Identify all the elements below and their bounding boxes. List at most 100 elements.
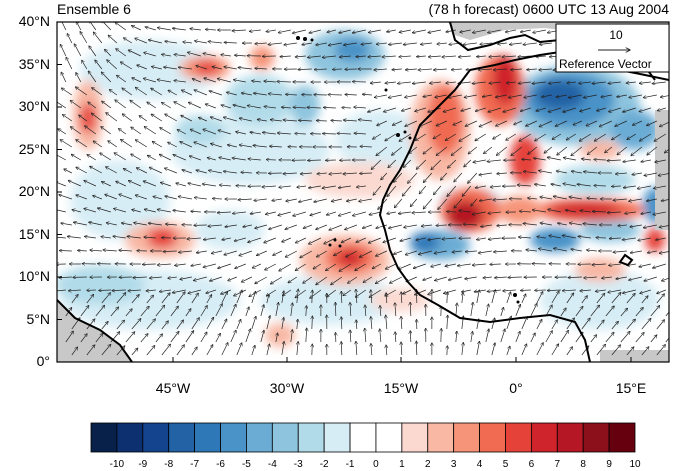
wind-arrow <box>608 82 621 84</box>
wind-arrow <box>471 331 473 343</box>
wind-arrow <box>200 305 207 317</box>
wind-arrow <box>313 263 322 269</box>
wind-arrow <box>224 250 237 255</box>
wind-arrow <box>268 94 282 95</box>
wind-arrow <box>356 237 366 242</box>
wind-arrow <box>599 120 612 127</box>
wind-arrow <box>371 159 382 170</box>
wind-arrow <box>253 145 267 147</box>
wind-arrow <box>128 290 141 291</box>
panel-title: Ensemble 6 <box>57 1 131 17</box>
wind-arrow <box>475 107 486 111</box>
wind-arrow <box>583 224 597 225</box>
wind-arrow <box>578 236 591 238</box>
wind-arrow <box>312 290 313 304</box>
wind-arrow <box>185 309 191 317</box>
wind-arrow <box>536 343 543 356</box>
wind-arrow <box>375 276 388 284</box>
wind-arrow <box>445 263 456 266</box>
wind-arrow <box>57 182 66 187</box>
wind-arrow <box>605 146 613 153</box>
wind-arrow <box>159 154 171 161</box>
wind-arrow <box>629 94 642 98</box>
wind-arrow <box>653 185 666 188</box>
wind-arrow <box>496 146 508 155</box>
wind-arrow <box>605 306 614 317</box>
wind-arrow <box>415 107 426 111</box>
wind-arrow <box>643 94 657 98</box>
wind-arrow <box>518 237 531 238</box>
wind-arrow <box>233 80 246 83</box>
wind-arrow <box>205 29 216 30</box>
wind-arrow <box>590 335 597 343</box>
wind-arrow <box>655 159 666 162</box>
wind-arrow <box>405 69 417 70</box>
wind-arrow <box>350 330 351 343</box>
wind-arrow <box>191 318 200 330</box>
wind-arrow <box>377 120 387 126</box>
wind-arrow <box>148 223 162 226</box>
colorbar-label: -9 <box>138 459 148 470</box>
wind-arrow <box>408 172 418 183</box>
wind-arrow <box>533 158 546 161</box>
wind-arrow <box>84 180 96 187</box>
wind-arrow <box>622 289 636 293</box>
wind-arrow <box>194 142 207 148</box>
wind-arrow <box>487 160 501 162</box>
wind-arrow <box>583 172 597 173</box>
wind-arrow <box>615 120 627 126</box>
wind-arrow <box>659 225 669 227</box>
wind-arrow <box>317 173 327 174</box>
wind-arrow <box>194 197 207 199</box>
wind-arrow <box>60 140 73 148</box>
wind-arrow <box>168 142 178 148</box>
wind-arrow <box>90 166 103 174</box>
wind-arrow <box>517 185 531 186</box>
wind-arrow <box>520 107 531 111</box>
wind-arrow <box>309 29 321 33</box>
wind-arrow <box>291 330 293 343</box>
wind-arrow <box>57 209 66 213</box>
colorbar-swatch <box>220 422 247 453</box>
wind-arrow <box>157 264 171 265</box>
wind-arrow <box>136 168 148 174</box>
wind-arrow <box>566 133 577 140</box>
wind-arrow <box>491 343 495 356</box>
wind-arrow <box>563 184 576 187</box>
wind-arrow <box>80 334 87 343</box>
wind-arrow <box>639 263 651 267</box>
colorbar-swatch <box>246 422 273 453</box>
wind-arrow <box>551 184 561 186</box>
wind-arrow <box>230 304 236 317</box>
wind-arrow <box>583 94 597 98</box>
wind-arrow <box>160 127 172 135</box>
wind-arrow <box>630 250 642 253</box>
wind-arrow <box>241 172 252 173</box>
wind-arrow <box>206 345 213 356</box>
wind-arrow <box>365 305 366 317</box>
wind-arrow <box>112 290 126 291</box>
wind-arrow <box>273 250 282 255</box>
wind-arrow <box>596 293 605 304</box>
wind-arrow <box>137 65 147 70</box>
wind-arrow <box>182 170 192 174</box>
wind-arrow <box>371 343 372 356</box>
wind-arrow <box>641 347 649 356</box>
wind-arrow <box>402 185 412 196</box>
wind-arrow <box>365 328 366 343</box>
wind-arrow <box>659 121 669 127</box>
wind-arrow <box>656 345 666 356</box>
wind-arrow <box>423 276 432 280</box>
wind-arrow <box>322 185 336 188</box>
wind-arrow <box>458 56 471 57</box>
wind-arrow <box>434 276 447 281</box>
wind-arrow <box>211 250 222 253</box>
wind-arrow <box>553 248 567 252</box>
wind-arrow <box>556 94 567 97</box>
wind-arrow <box>459 211 471 212</box>
wind-arrow <box>295 133 306 134</box>
wind-arrow <box>416 159 427 169</box>
wind-arrow <box>359 250 373 257</box>
colorbar-swatch <box>479 422 506 453</box>
wind-arrow <box>176 183 186 187</box>
